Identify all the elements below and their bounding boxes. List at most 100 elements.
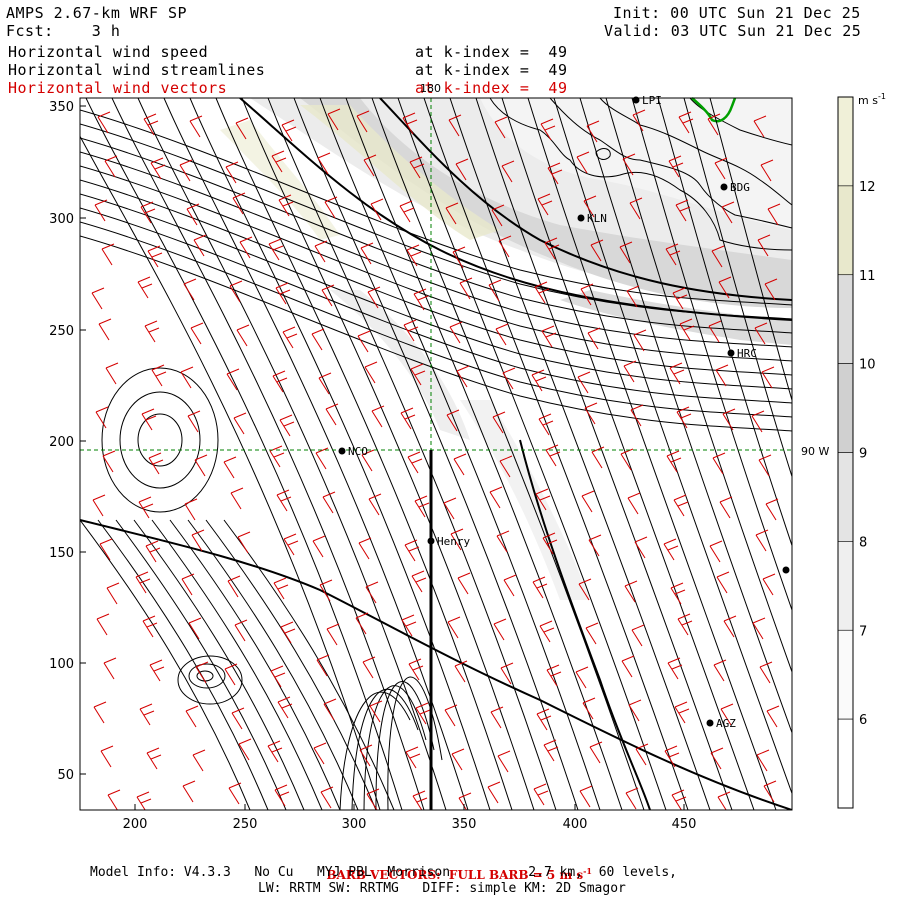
wind-barb [625, 787, 639, 810]
wind-barb [106, 582, 120, 605]
station-label: BDG [730, 181, 750, 194]
colorbar-box [837, 96, 854, 187]
y-tick-label: 250 [49, 324, 74, 339]
wind-barb [107, 789, 121, 810]
wind-barb [501, 160, 515, 183]
colorbar-label: 12 [859, 180, 876, 195]
wind-barb [620, 448, 634, 471]
colorbar-box [837, 629, 854, 720]
wind-barb [276, 489, 292, 512]
wind-barb [673, 494, 689, 517]
wind-barb [371, 405, 385, 428]
colorbar-label: 10 [859, 358, 876, 373]
wind-barb [497, 750, 511, 773]
field-name-streamlines: Horizontal wind streamlines [8, 61, 266, 79]
wind-barb [621, 655, 635, 678]
wind-barb [311, 328, 325, 351]
streamline [80, 151, 792, 348]
wind-barb [581, 490, 595, 513]
wind-barb [633, 329, 647, 352]
wind-barb [539, 620, 555, 643]
streamline [319, 98, 601, 810]
wind-barb [577, 371, 591, 394]
colorbar-label: 9 [859, 447, 867, 462]
axes: 200 250 300 350 400 450 350 300 250 200 150 100 50 [49, 100, 696, 832]
wind-barb [755, 529, 769, 552]
wind-barb [535, 488, 551, 511]
wind-barb [413, 288, 429, 311]
wind-barb [710, 747, 724, 770]
wind-barb [324, 196, 338, 219]
streamline [80, 165, 792, 362]
wind-barb [536, 708, 552, 731]
green-boundary [691, 97, 737, 123]
streamline [80, 221, 792, 418]
wind-barb [752, 617, 766, 640]
wind-barb [443, 497, 457, 520]
wind-barb [312, 535, 326, 558]
wind-barb [764, 278, 778, 301]
wind-barb [406, 244, 422, 267]
wind-barb [723, 615, 737, 638]
wind-barb [677, 613, 693, 636]
streamline [97, 519, 269, 810]
init-time: Init: 00 UTC Sun 21 Dec 25 [613, 4, 861, 22]
wind-barb [624, 580, 638, 603]
wind-barb [359, 744, 373, 767]
colorbar-box [837, 718, 854, 809]
wind-barb [709, 540, 723, 563]
wind-barb [102, 450, 116, 473]
wind-barb [452, 246, 466, 269]
wind-barb [627, 492, 641, 515]
y-tick-label: 150 [49, 546, 74, 561]
streamline [187, 519, 359, 810]
wind-barb [634, 536, 648, 559]
physics-info: LW: RRTM SW: RRTMG DIFF: simple KM: 2D S… [258, 881, 626, 896]
wind-barb [448, 114, 462, 137]
colorbar-box [837, 274, 854, 364]
wind-barb [585, 622, 599, 645]
wind-barb [180, 366, 194, 389]
wind-barb [364, 361, 378, 384]
streamline [339, 691, 411, 810]
wind-barb [139, 703, 155, 726]
x-tick-label: 400 [563, 817, 588, 832]
colorbar-box [837, 541, 854, 631]
wind-barb [450, 528, 464, 551]
wind-barb [96, 613, 110, 636]
wind-barb [623, 360, 637, 383]
wind-barb [761, 366, 775, 389]
wind-barb [720, 703, 734, 726]
wind-barb [445, 202, 459, 225]
wind-barb [665, 243, 681, 266]
wind-barb [712, 452, 726, 475]
streamline [111, 98, 425, 810]
station-e [782, 566, 790, 574]
wind-barb [356, 110, 370, 133]
y-tick-label: 200 [49, 435, 74, 450]
wind-barb [751, 410, 765, 433]
colorbar-labels: 12 11 10 9 8 7 6 [859, 180, 876, 728]
wind-barb [583, 195, 597, 218]
wind-barb [225, 161, 239, 184]
wind-barb [316, 654, 330, 677]
streamlines-bold [80, 98, 792, 810]
wind-barb [91, 287, 105, 310]
wind-barb [185, 705, 199, 728]
wind-barb [758, 454, 772, 477]
wind-barb [487, 781, 501, 804]
wind-barb [224, 663, 238, 686]
streamline [631, 98, 792, 612]
wind-barb [498, 235, 512, 258]
wind-barb [407, 451, 423, 474]
wind-barb [237, 531, 251, 554]
wind-barb [402, 112, 418, 135]
field-level-speed: at k-index = 49 [415, 43, 568, 61]
streamline [527, 98, 777, 810]
wind-barb [368, 493, 382, 516]
wind-barb [414, 495, 430, 518]
wind-barb [94, 199, 108, 222]
wind-barb [580, 283, 594, 306]
wind-barb [763, 780, 777, 803]
valid-time: Valid: 03 UTC Sun 21 Dec 25 [604, 22, 862, 40]
